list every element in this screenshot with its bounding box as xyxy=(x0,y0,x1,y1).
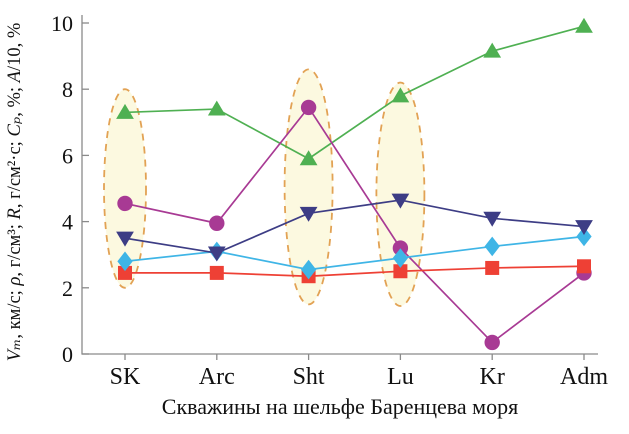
marker-square xyxy=(577,259,591,274)
marker-triangle-down xyxy=(299,206,318,222)
marker-triangle-up xyxy=(575,17,593,33)
highlight-ellipse-Sht xyxy=(283,68,334,306)
marker-diamond xyxy=(392,248,409,268)
x-tick-label-Lu: Lu xyxy=(387,364,414,390)
series-green-triangle-up xyxy=(116,17,593,166)
marker-triangle-down xyxy=(391,193,410,209)
x-axis-title: Скважины на шельфе Баренцева моря xyxy=(162,394,518,419)
series-line-magenta-circle xyxy=(124,105,585,344)
series-line-navy-triangle-down xyxy=(124,199,585,254)
series-line-green-triangle-up xyxy=(124,25,585,160)
y-tick-label: 6 xyxy=(62,143,73,168)
marker-diamond xyxy=(117,251,133,272)
axes: 0 2 4 6 8 10 SK Arc Sht Lu Kr Adm xyxy=(51,11,608,390)
highlight-group xyxy=(103,68,426,307)
marker-triangle-down xyxy=(116,231,134,247)
y-axis-title: Vₘ, км/с; ρ, г/см³; R, г/см²·с; Cₚ, %; A… xyxy=(5,23,25,362)
x-tick-label-Arc: Arc xyxy=(199,364,235,390)
marker-triangle-down xyxy=(483,211,502,227)
y-tick-label: 4 xyxy=(62,210,73,235)
highlight-ellipse-SK xyxy=(103,88,147,289)
marker-triangle-down xyxy=(207,246,226,262)
marker-circle xyxy=(117,195,133,212)
x-tick-label-Kr: Kr xyxy=(480,364,505,390)
marker-diamond xyxy=(576,226,592,247)
marker-triangle-down xyxy=(575,220,593,236)
series-magenta-circle xyxy=(117,99,592,351)
marker-triangle-up xyxy=(483,42,502,58)
marker-circle xyxy=(300,99,317,116)
y-tick-label: 10 xyxy=(51,11,73,36)
series-line-cyan-diamond xyxy=(124,235,585,271)
series-navy-triangle-down xyxy=(116,193,593,262)
x-tick-label-SK: SK xyxy=(110,364,141,390)
marker-circle xyxy=(209,215,225,231)
marker-triangle-up xyxy=(391,87,410,103)
x-tick-label-Sht: Sht xyxy=(293,364,325,390)
y-tick-label: 8 xyxy=(62,77,73,102)
marker-triangle-up xyxy=(299,150,318,166)
marker-diamond xyxy=(484,236,500,257)
marker-diamond xyxy=(300,259,317,280)
marker-triangle-up xyxy=(207,100,226,116)
x-tick-label-Adm: Adm xyxy=(560,364,608,390)
axis-lines xyxy=(81,15,598,355)
marker-square xyxy=(209,265,224,280)
marker-square xyxy=(485,260,500,275)
series-cyan-diamond xyxy=(117,226,592,280)
series-line-red-square xyxy=(125,265,585,278)
marker-circle xyxy=(484,334,500,351)
y-tick-label: 2 xyxy=(62,276,73,301)
y-tick-label: 0 xyxy=(62,342,73,367)
marker-triangle-up xyxy=(116,103,134,119)
